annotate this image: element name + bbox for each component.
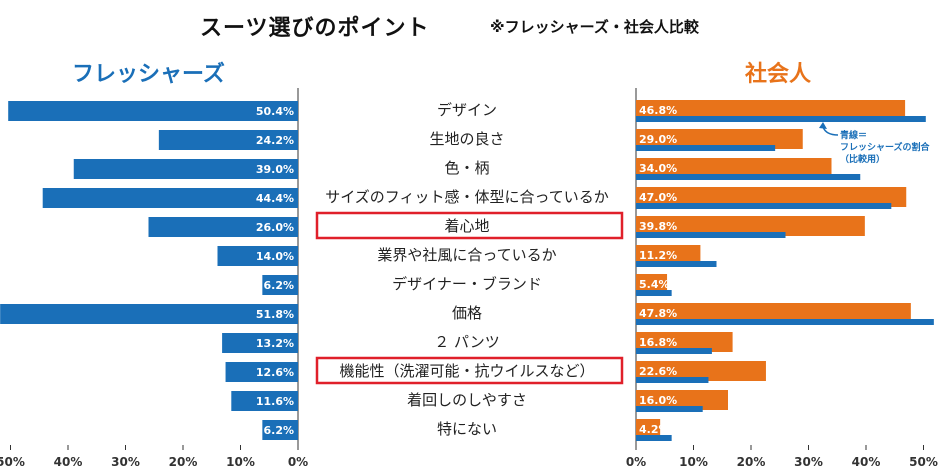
workers-bar	[636, 274, 668, 294]
freshers-comparison-line	[636, 319, 934, 325]
category-label: 機能性（洗濯可能・抗ウイルスなど）	[339, 362, 594, 380]
workers-bar	[636, 332, 733, 352]
left-tick-label: 20%	[169, 455, 198, 469]
workers-bar	[636, 245, 701, 265]
workers-value-label: 4.2%	[639, 423, 670, 436]
freshers-value-label: 6.2%	[263, 279, 294, 292]
workers-value-label: 47.8%	[639, 307, 677, 320]
freshers-value-label: 11.6%	[256, 395, 294, 408]
highlight-box	[315, 356, 624, 385]
freshers-comparison-line	[636, 435, 672, 441]
freshers-comparison-line	[636, 348, 712, 354]
right-tick-label: 50%	[909, 455, 938, 469]
workers-value-label: 16.0%	[639, 394, 677, 407]
workers-value-label: 29.0%	[639, 133, 677, 146]
category-label: 色・柄	[444, 159, 489, 177]
chart-title: スーツ選びのポイント	[200, 16, 430, 41]
series-title-workers: 社会人	[745, 62, 812, 87]
workers-value-label: 5.4%	[639, 278, 670, 291]
freshers-value-label: 14.0%	[256, 250, 294, 263]
workers-bar	[636, 419, 661, 439]
right-tick-label: 40%	[852, 455, 881, 469]
comparison-note-line: 青線＝	[840, 129, 867, 141]
category-label: 特にない	[437, 420, 497, 438]
category-label: ２ パンツ	[434, 333, 500, 351]
workers-bar	[636, 158, 832, 178]
comparison-note-line: フレッシャーズの割合	[840, 141, 931, 153]
comparison-note-line: （比較用）	[840, 153, 885, 165]
freshers-comparison-line	[636, 261, 717, 267]
freshers-bar	[217, 246, 298, 266]
freshers-value-label: 51.8%	[256, 308, 294, 321]
freshers-value-label: 44.4%	[256, 192, 294, 205]
workers-bar	[636, 129, 803, 149]
freshers-bar	[262, 420, 298, 440]
freshers-bar	[73, 159, 298, 179]
freshers-value-label: 6.2%	[263, 424, 294, 437]
series-title-freshers: フレッシャーズ	[72, 62, 225, 87]
freshers-bar	[222, 333, 298, 353]
workers-value-label: 47.0%	[639, 191, 677, 204]
category-label: 生地の良さ	[429, 130, 504, 148]
freshers-comparison-line	[636, 203, 892, 209]
freshers-comparison-line	[636, 377, 709, 383]
workers-bar	[636, 361, 766, 381]
workers-value-label: 11.2%	[639, 249, 677, 262]
freshers-value-label: 12.6%	[256, 366, 294, 379]
freshers-value-label: 50.4%	[256, 105, 294, 118]
workers-value-label: 16.8%	[639, 336, 677, 349]
workers-bar	[636, 390, 728, 410]
left-tick-label: 50%	[0, 455, 25, 469]
left-tick-label: 40%	[54, 455, 83, 469]
left-tick-label: 10%	[226, 455, 255, 469]
note-arrowhead-icon	[819, 122, 827, 129]
freshers-comparison-line	[636, 290, 672, 296]
workers-value-label: 22.6%	[639, 365, 677, 378]
chart-subtitle: ※フレッシャーズ・社会人比較	[490, 18, 699, 36]
freshers-comparison-line	[636, 145, 776, 151]
workers-bar	[636, 216, 865, 236]
freshers-value-label: 13.2%	[256, 337, 294, 350]
left-tick-label: 30%	[111, 455, 140, 469]
category-label: デザイン	[437, 101, 497, 119]
freshers-value-label: 26.0%	[256, 221, 294, 234]
category-label: サイズのフィット感・体型に合っているか	[325, 188, 609, 206]
category-label: 着回しのしやすさ	[407, 391, 527, 409]
category-label: 価格	[452, 304, 482, 322]
freshers-comparison-line	[636, 174, 861, 180]
freshers-bar	[8, 101, 298, 121]
freshers-bar	[158, 130, 298, 150]
workers-bar	[636, 100, 906, 120]
workers-value-label: 46.8%	[639, 104, 677, 117]
right-tick-label: 0%	[626, 455, 646, 469]
highlight-box	[315, 211, 624, 240]
left-tick-label: 0%	[288, 455, 308, 469]
freshers-bar	[262, 275, 298, 295]
category-label: 業界や社風に合っているか	[377, 246, 556, 264]
freshers-comparison-line	[636, 116, 926, 122]
workers-bar	[636, 303, 911, 323]
freshers-bar	[0, 304, 299, 324]
freshers-bar	[231, 391, 298, 411]
category-label: デザイナー・ブランド	[392, 275, 542, 293]
freshers-value-label: 24.2%	[256, 134, 294, 147]
category-label: 着心地	[444, 217, 489, 235]
freshers-comparison-line	[636, 406, 703, 412]
freshers-bar	[148, 217, 298, 237]
freshers-bar	[225, 362, 298, 382]
right-tick-label: 10%	[679, 455, 708, 469]
workers-bar	[636, 187, 907, 207]
right-tick-label: 20%	[737, 455, 766, 469]
freshers-comparison-line	[636, 232, 786, 238]
freshers-bar	[42, 188, 299, 208]
workers-value-label: 34.0%	[639, 162, 677, 175]
right-tick-label: 30%	[794, 455, 823, 469]
workers-value-label: 39.8%	[639, 220, 677, 233]
freshers-value-label: 39.0%	[256, 163, 294, 176]
